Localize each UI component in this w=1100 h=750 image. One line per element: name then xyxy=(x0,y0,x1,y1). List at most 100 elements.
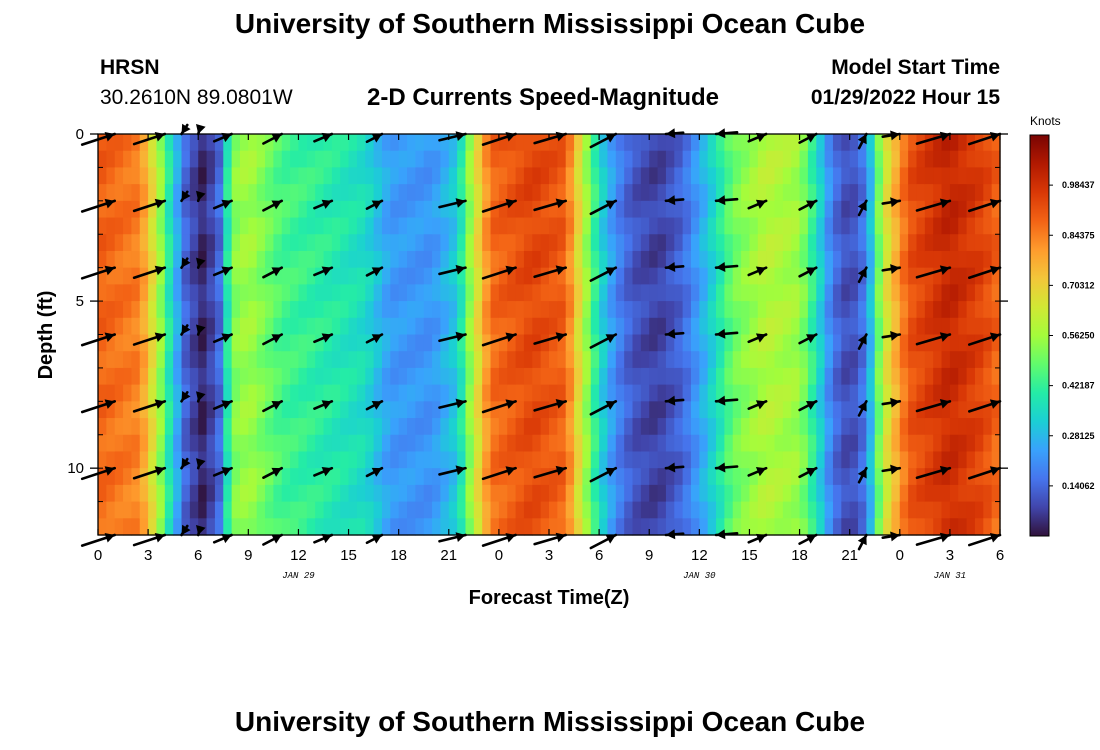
heatmap-cell xyxy=(214,134,224,152)
heatmap-cell xyxy=(298,351,308,369)
heatmap-cell xyxy=(724,351,734,369)
heatmap-cell xyxy=(716,134,725,152)
heatmap-cell xyxy=(782,351,792,369)
heatmap-cell xyxy=(265,200,274,219)
heatmap-cell xyxy=(106,301,116,319)
heatmap-cell xyxy=(774,451,784,469)
heatmap-cell xyxy=(231,501,241,519)
heatmap-cell xyxy=(665,217,675,235)
heatmap-cell xyxy=(574,351,584,369)
heatmap-cell xyxy=(757,250,767,269)
heatmap-cell xyxy=(799,167,809,185)
heatmap-cell xyxy=(649,484,659,503)
heatmap-cell xyxy=(757,200,767,219)
heatmap-cell xyxy=(557,167,567,185)
heatmap-cell xyxy=(908,284,918,302)
heatmap-cell xyxy=(432,468,442,486)
arrow-head xyxy=(104,399,115,409)
heatmap-cell xyxy=(941,200,951,219)
heatmap-cell xyxy=(482,367,492,386)
heatmap-cell xyxy=(123,334,133,352)
arrow-head xyxy=(371,534,382,544)
heatmap-cell xyxy=(649,451,659,469)
heatmap-cell xyxy=(198,284,208,302)
heatmap-cell xyxy=(315,384,325,402)
arrow-head xyxy=(154,198,165,209)
heatmap-cell xyxy=(432,284,442,302)
heatmap-cell xyxy=(832,217,842,235)
y-tick-label: 10 xyxy=(67,460,84,477)
heatmap-cell xyxy=(106,267,116,285)
heatmap-cell xyxy=(156,518,166,536)
heatmap-cell xyxy=(231,518,241,536)
heatmap-cell xyxy=(724,150,734,169)
heatmap-cell xyxy=(674,518,684,536)
heatmap-cell xyxy=(883,301,893,319)
heatmap-cell xyxy=(799,518,809,536)
heatmap-cell xyxy=(457,434,467,453)
heatmap-cell xyxy=(941,301,951,319)
heatmap-cell xyxy=(707,234,717,252)
heatmap-cell xyxy=(574,284,584,302)
heatmap-cell xyxy=(290,167,300,185)
heatmap-cell xyxy=(599,401,609,419)
heatmap-cell xyxy=(757,217,767,235)
heatmap-cell xyxy=(858,250,867,269)
heatmap-cell xyxy=(106,434,116,453)
heatmap-cell xyxy=(883,418,893,436)
heatmap-cell xyxy=(365,401,375,419)
current-arrow xyxy=(915,198,952,212)
heatmap-cell xyxy=(858,418,867,436)
heatmap-cell xyxy=(574,468,584,486)
heatmap-cell xyxy=(582,217,592,235)
heatmap-cell xyxy=(816,451,826,469)
heatmap-cell xyxy=(974,301,984,319)
heatmap-cell xyxy=(156,284,166,302)
arrow-head xyxy=(939,465,950,476)
heatmap-cell xyxy=(265,317,274,336)
heatmap-cell xyxy=(624,200,634,219)
heatmap-cell xyxy=(331,217,341,235)
heatmap-cell xyxy=(415,418,425,436)
arrow-head xyxy=(104,332,115,343)
heatmap-cell xyxy=(214,284,224,302)
arrow-head xyxy=(665,395,676,406)
heatmap-cell xyxy=(674,334,684,352)
x-tick-label: 3 xyxy=(545,547,553,564)
heatmap-cell xyxy=(239,250,249,269)
heatmap-cell xyxy=(457,167,467,185)
heatmap-cell xyxy=(540,334,550,352)
heatmap-cell xyxy=(716,351,725,369)
heatmap-cell xyxy=(782,250,792,269)
heatmap-cell xyxy=(741,150,751,169)
heatmap-cell xyxy=(381,284,391,302)
heatmap-cell xyxy=(432,184,442,202)
heatmap-cell xyxy=(565,267,575,285)
heatmap-cell xyxy=(766,484,776,503)
heatmap-cell xyxy=(624,434,634,453)
heatmap-cell xyxy=(974,384,984,402)
heatmap-cell xyxy=(381,167,391,185)
heatmap-cell xyxy=(941,284,951,302)
heatmap-cell xyxy=(423,451,433,469)
heatmap-cell xyxy=(590,184,600,202)
heatmap-cell xyxy=(139,334,149,352)
heatmap-cell xyxy=(139,501,149,519)
arrow-head xyxy=(221,266,232,276)
heatmap-cell xyxy=(899,401,909,419)
heatmap-cell xyxy=(373,134,383,152)
heatmap-cell xyxy=(164,384,174,402)
heatmap-cell xyxy=(849,418,859,436)
heatmap-cell xyxy=(924,200,934,219)
heatmap-cell xyxy=(390,150,400,169)
heatmap-cell xyxy=(599,284,609,302)
heatmap-cell xyxy=(306,284,316,302)
heatmap-cell xyxy=(607,501,617,519)
heatmap-cell xyxy=(557,284,567,302)
heatmap-cell xyxy=(223,150,233,169)
heatmap-cell xyxy=(306,518,316,536)
heatmap-cell xyxy=(273,150,283,169)
heatmap-cell xyxy=(640,134,650,152)
heatmap-cell xyxy=(774,418,784,436)
heatmap-cell xyxy=(632,401,642,419)
